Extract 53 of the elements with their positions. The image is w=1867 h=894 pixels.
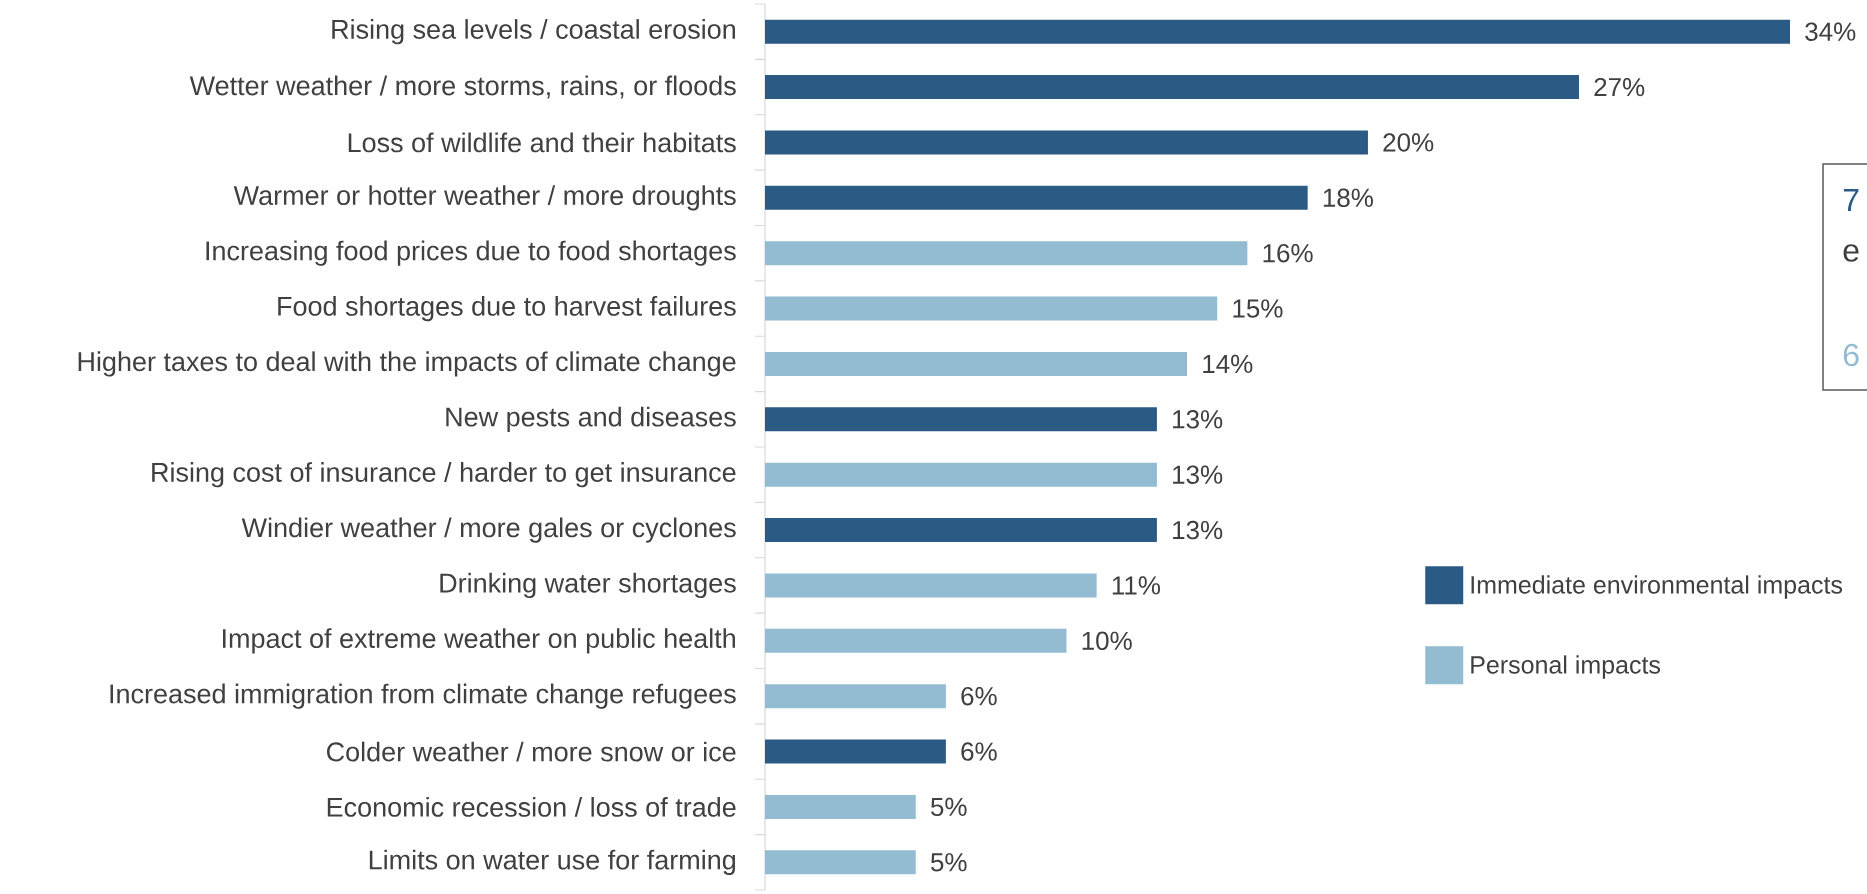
y-tick-label: Wetter weather / more storms, rains, or floods: [189, 75, 736, 99]
text: 7: [1843, 189, 1859, 211]
bar: [765, 684, 946, 709]
y-tick-label: Higher taxes to deal with the impacts of climate change: [78, 351, 736, 377]
text: 6: [1843, 343, 1859, 367]
y-tick-label: Colder weather / more snow or ice: [326, 741, 736, 762]
y-tick-label: Increased immigration from climate change refugees: [110, 683, 736, 709]
data-label: 10%: [1082, 631, 1132, 651]
bar: [765, 75, 1579, 100]
y-tick-label: Warmer or hotter weather / more droughts: [233, 185, 736, 211]
bar: [765, 130, 1368, 155]
bar: [765, 351, 1188, 376]
y-tick-label: Food shortages due to harvest failures: [278, 295, 736, 322]
data-label: 6%: [961, 686, 997, 706]
bar: [765, 518, 1157, 543]
bar: [765, 462, 1157, 487]
bar: [765, 739, 946, 764]
bar: [765, 407, 1157, 432]
y-tick-label: New pests and diseases: [446, 406, 736, 432]
data-label: 34%: [1805, 22, 1856, 41]
data-label: 13%: [1173, 465, 1223, 484]
bar: [765, 19, 1791, 44]
y-tick-label: Limits on water use for farming: [369, 849, 736, 875]
y-tick-label: Rising cost of insurance / harder to get insurance: [152, 462, 736, 488]
legend-label: Immediate environmental impacts: [1471, 575, 1843, 599]
y-tick-label: Rising sea levels / coastal erosion: [332, 19, 735, 45]
data-label: 14%: [1203, 354, 1253, 374]
bar: [765, 573, 1097, 598]
bar: [765, 850, 916, 875]
y-tick-label: Impact of extreme weather on public health: [223, 628, 735, 654]
data-label: 5%: [930, 853, 967, 872]
legend-label: Personal impacts: [1471, 655, 1661, 679]
bar: [765, 794, 916, 819]
bar: [765, 185, 1308, 210]
data-label: 5%: [930, 797, 967, 817]
data-label: 11%: [1112, 576, 1160, 595]
data-label: 13%: [1173, 410, 1223, 429]
text: e: [1843, 244, 1859, 262]
y-tick-label: Economic recession / loss of trade: [327, 797, 736, 817]
y-tick-label: Drinking water shortages: [440, 572, 736, 599]
y-tick-label: Windier weather / more gales or cyclones: [241, 517, 736, 543]
bar: [765, 296, 1218, 321]
bar: [765, 628, 1067, 653]
data-label: 15%: [1233, 299, 1283, 318]
data-label: 18%: [1323, 188, 1373, 208]
y-tick-label: Increasing food prices due to food shortages: [206, 240, 736, 266]
bar: [765, 241, 1248, 266]
data-label: 16%: [1263, 243, 1313, 263]
data-label: 27%: [1594, 77, 1645, 97]
y-tick-label: Loss of wildlife and their habitats: [348, 132, 736, 153]
data-label: 20%: [1383, 133, 1434, 152]
data-label: 13%: [1173, 520, 1223, 540]
data-label: 6%: [961, 742, 997, 761]
